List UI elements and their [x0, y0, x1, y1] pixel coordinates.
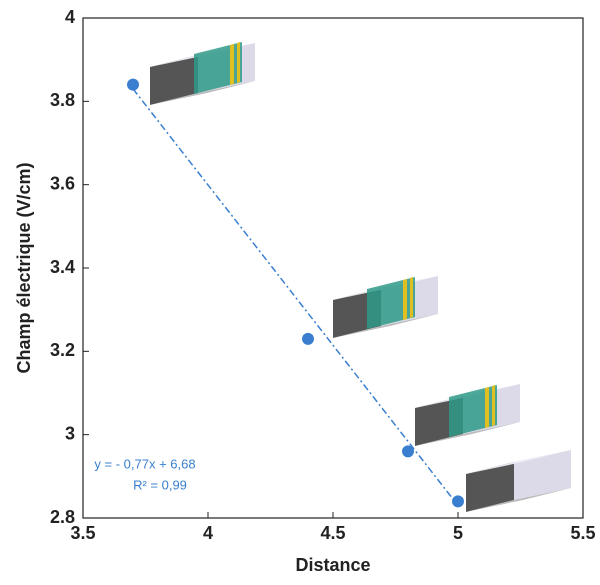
y-tick-label: 3.8	[50, 90, 75, 110]
data-point	[452, 495, 464, 508]
y-tick-label: 3.2	[50, 340, 75, 360]
y-tick-label: 3	[65, 423, 75, 443]
data-point	[402, 445, 414, 458]
x-tick-label: 5.5	[570, 523, 595, 543]
illustration	[150, 42, 571, 512]
y-axis-label: Champ électrique (V/cm)	[14, 162, 34, 373]
r-squared: R² = 0,99	[133, 477, 187, 492]
y-tick-label: 4	[65, 7, 75, 27]
data-point	[302, 332, 314, 345]
x-axis-label: Distance	[295, 555, 370, 575]
data-point	[127, 78, 139, 91]
equation: y = - 0,77x + 6,68	[94, 456, 195, 471]
x-tick-label: 4.5	[320, 523, 345, 543]
trend-line	[132, 88, 459, 506]
x-tick-label: 3.5	[70, 523, 95, 543]
y-tick-label: 3.6	[50, 173, 75, 193]
y-tick-label: 2.8	[50, 507, 75, 527]
x-tick-label: 5	[453, 523, 463, 543]
x-tick-label: 4	[203, 523, 213, 543]
y-tick-label: 3.4	[50, 257, 75, 277]
